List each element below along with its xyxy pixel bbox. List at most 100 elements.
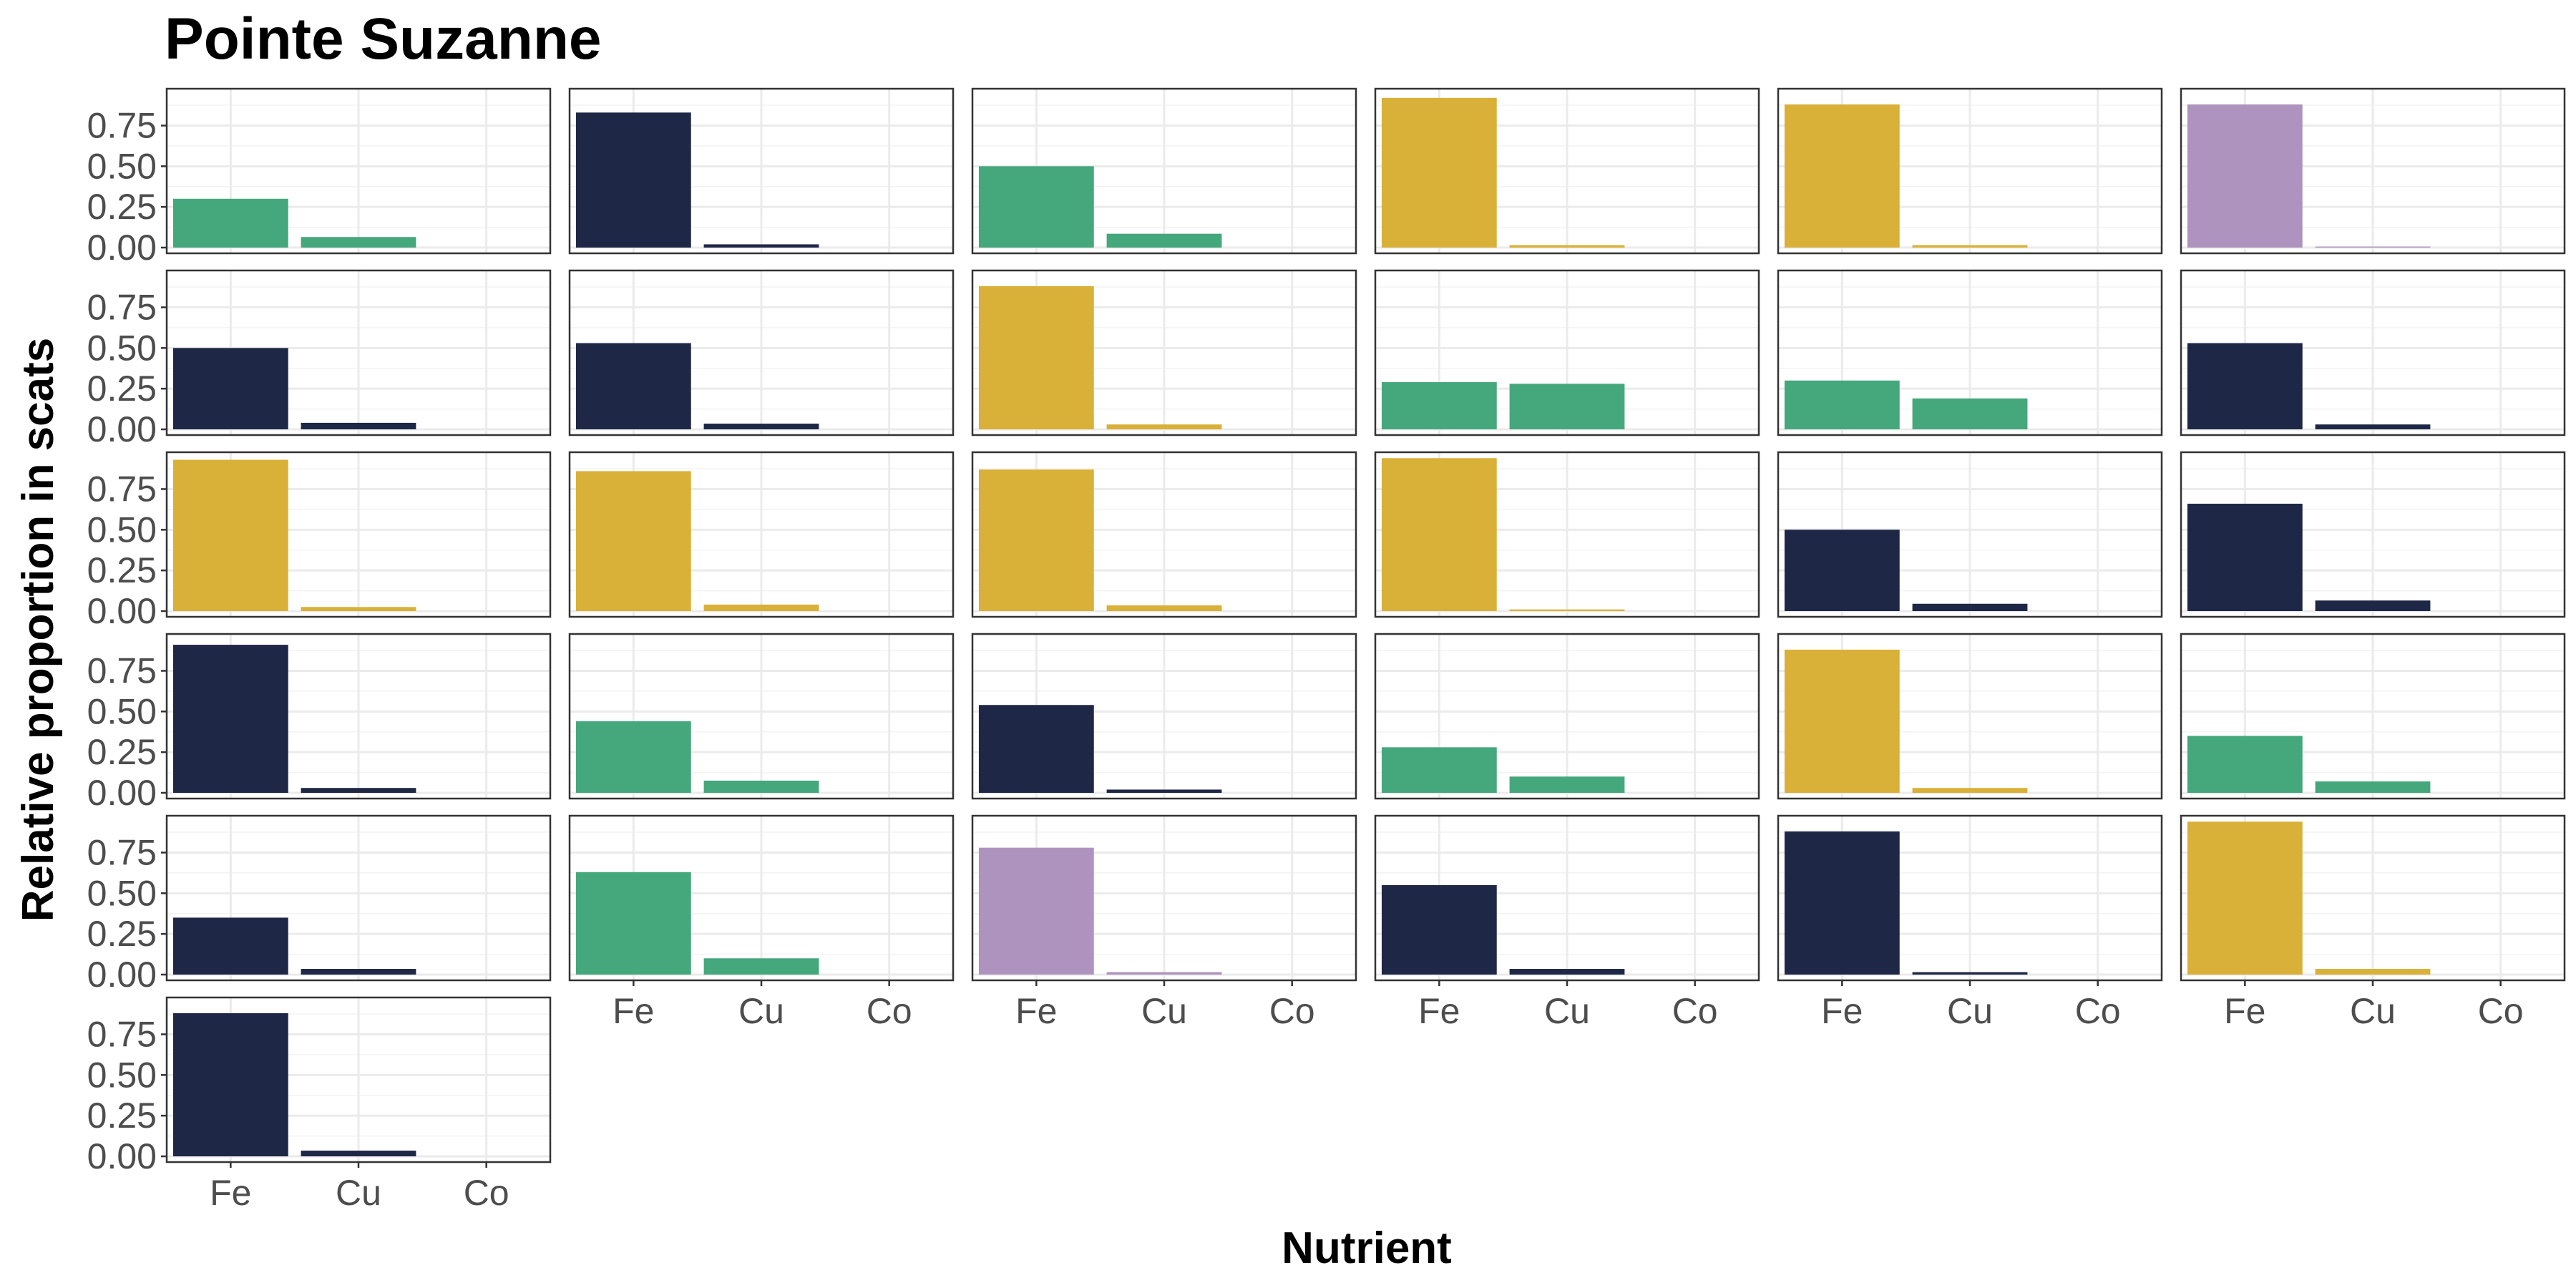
- y-tick-label: 0.25: [87, 187, 157, 227]
- facet-panel-3: [971, 87, 1357, 255]
- bar-fe: [2187, 104, 2303, 248]
- bar-fe: [575, 112, 691, 248]
- panel-border: [568, 451, 955, 618]
- panel-border: [2180, 633, 2566, 800]
- y-tick-label: 0.75: [87, 287, 157, 327]
- panel-border: [165, 87, 552, 255]
- y-tick-label: 0.50: [87, 328, 157, 368]
- bar-cu: [703, 958, 819, 975]
- panel-border: [1374, 269, 1760, 436]
- y-tick-label: 0.50: [87, 509, 157, 550]
- bar-fe: [1381, 458, 1497, 611]
- panel-border: [2180, 269, 2566, 436]
- y-tick-label: 0.25: [87, 732, 157, 772]
- panel-border: [1374, 633, 1760, 800]
- facet-panel-26: Fe Cu Co: [568, 814, 955, 1031]
- bar-fe: [1784, 649, 1900, 793]
- bar-fe: [172, 645, 288, 793]
- y-tick-label: 0.50: [87, 1055, 157, 1095]
- panel-border: [568, 269, 955, 436]
- bar-fe: [978, 286, 1094, 429]
- panel-border: [1777, 633, 2163, 800]
- bar-cu: [1106, 605, 1222, 611]
- bar-cu: [1912, 603, 2028, 611]
- x-tick-label-co: Co: [2075, 991, 2121, 1031]
- y-tick-label: 0.00: [87, 591, 157, 631]
- y-tick-label: 0.75: [87, 650, 157, 691]
- bar-fe: [1381, 382, 1497, 429]
- facet-panels: 0.000.250.500.750.000.250.500.750.000.25…: [87, 87, 2566, 1213]
- x-tick-label-fe: Fe: [210, 1173, 251, 1213]
- bar-fe: [978, 847, 1094, 975]
- panel-border: [165, 269, 552, 436]
- facet-panel-30: Fe Cu Co: [2180, 814, 2566, 1031]
- bar-fe: [575, 721, 691, 793]
- bar-cu: [1509, 609, 1625, 611]
- x-axis-title: Nutrient: [1282, 1224, 1452, 1273]
- bar-cu: [2315, 600, 2431, 611]
- bar-fe: [1381, 97, 1497, 248]
- y-tick-label: 0.00: [87, 955, 157, 995]
- bar-cu: [1912, 398, 2028, 429]
- bar-fe: [2187, 503, 2303, 611]
- bar-cu: [703, 780, 819, 793]
- bar-fe: [172, 917, 288, 975]
- y-tick-label: 0.75: [87, 105, 157, 145]
- y-tick-label: 0.50: [87, 873, 157, 913]
- x-tick-label-fe: Fe: [2224, 991, 2265, 1031]
- y-tick-label: 0.75: [87, 469, 157, 509]
- panel-border: [1374, 87, 1760, 255]
- facet-panel-22: [1374, 633, 1760, 800]
- x-tick-label-cu: Cu: [2350, 991, 2396, 1031]
- facet-panel-9: [971, 269, 1357, 436]
- bar-cu: [2315, 781, 2431, 793]
- bar-fe: [1784, 104, 1900, 248]
- bar-fe: [1381, 747, 1497, 793]
- bar-cu: [1106, 789, 1222, 793]
- bar-fe: [2187, 736, 2303, 793]
- facet-panel-13: 0.000.250.500.75: [87, 451, 552, 631]
- panel-border: [2180, 451, 2566, 618]
- bar-cu: [301, 607, 416, 611]
- bar-cu: [1509, 384, 1625, 429]
- x-tick-label-cu: Cu: [1947, 991, 1993, 1031]
- bar-fe: [1784, 831, 1900, 975]
- x-tick-label-co: Co: [1269, 991, 1315, 1031]
- facet-panel-29: Fe Cu Co: [1777, 814, 2163, 1031]
- bar-cu: [1509, 969, 1625, 975]
- panel-border: [971, 451, 1357, 618]
- y-tick-label: 0.25: [87, 1096, 157, 1136]
- y-axis-title: Relative proportion in scats: [14, 338, 63, 922]
- panel-border: [2180, 87, 2566, 255]
- facet-panel-6: [2180, 87, 2566, 255]
- facet-panel-27: Fe Cu Co: [971, 814, 1357, 1031]
- bar-fe: [2187, 821, 2303, 975]
- bar-cu: [703, 244, 819, 248]
- x-tick-label-co: Co: [464, 1173, 509, 1213]
- y-tick-label: 0.50: [87, 146, 157, 186]
- facet-panel-19: 0.000.250.500.75: [87, 633, 552, 813]
- bar-cu: [2315, 246, 2431, 248]
- facet-panel-23: [1777, 633, 2163, 800]
- bar-fe: [172, 1013, 288, 1156]
- x-tick-label-fe: Fe: [1821, 991, 1863, 1031]
- bar-fe: [575, 872, 691, 975]
- chart-title: Pointe Suzanne: [165, 6, 602, 72]
- facet-panel-2: [568, 87, 955, 255]
- bar-fe: [1784, 530, 1900, 611]
- bar-fe: [172, 348, 288, 429]
- facet-panel-5: [1777, 87, 2163, 255]
- panel-border: [165, 633, 552, 800]
- facet-panel-28: Fe Cu Co: [1374, 814, 1760, 1031]
- panel-border: [1777, 87, 2163, 255]
- bar-cu: [1106, 233, 1222, 248]
- bar-cu: [2315, 424, 2431, 429]
- bar-cu: [1106, 424, 1222, 429]
- bar-cu: [1912, 788, 2028, 793]
- panel-border: [971, 269, 1357, 436]
- panel-border: [568, 633, 955, 800]
- bar-cu: [301, 969, 416, 975]
- facet-panel-18: [2180, 451, 2566, 618]
- bar-fe: [978, 166, 1094, 248]
- bar-fe: [1381, 884, 1497, 975]
